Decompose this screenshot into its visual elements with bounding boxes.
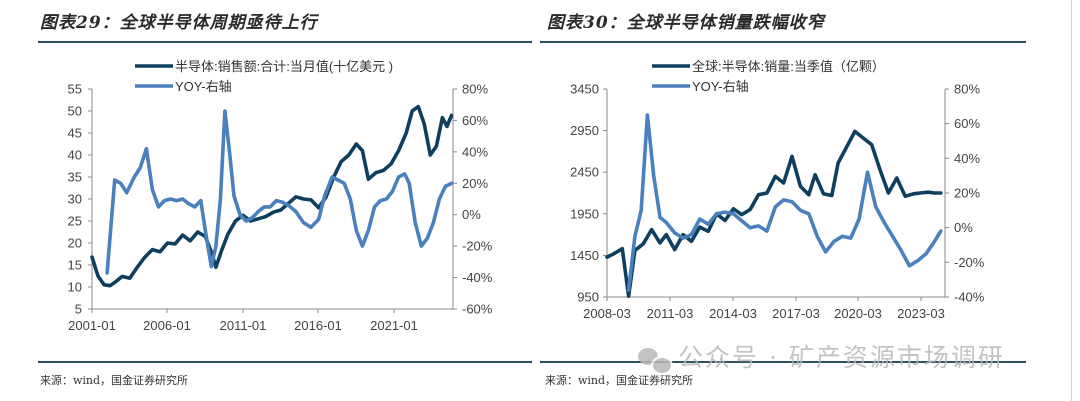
- y-left-tick-label: 3450: [570, 82, 599, 97]
- chart-right: 3450 2950 2450 1950 1450 950 80% 60% 40% 20% 0% -20…: [570, 59, 985, 321]
- x-tick-label: 2016-01: [294, 318, 342, 333]
- x-tick-label: 2023-03: [897, 306, 945, 321]
- y-right-tick-label: -40%: [462, 270, 493, 285]
- chart-title-left: 图表29：全球半导体周期亟待上行: [40, 13, 318, 33]
- page-edge: [1071, 0, 1072, 401]
- y-left-tick-label: 30: [68, 192, 82, 207]
- x-tick-label: 2008-03: [583, 306, 631, 321]
- y-right-tick-label: 80%: [462, 82, 488, 97]
- watermark-text: 公众号 · 矿产资源市场调研: [678, 343, 1005, 372]
- title-rule-right: [540, 41, 1026, 43]
- y-right-tick-label: -20%: [462, 239, 493, 254]
- chart-left: 55 50 45 40 35 30 25 20 15 10 5 80% 60% 40% 20% 0% -20% -…: [68, 59, 493, 333]
- y-right-tick-label: 40%: [462, 144, 488, 159]
- y-left-tick-label: 20: [68, 236, 82, 251]
- y-left-tick-label: 2950: [570, 123, 599, 138]
- y-left-tick-label: 1450: [570, 248, 599, 263]
- y-right-tick-label: -40%: [954, 290, 985, 305]
- x-tick-label: 2014-03: [709, 306, 757, 321]
- source-right: 来源：wind，国金证券研究所: [545, 374, 694, 387]
- y-left-tick-label: 2450: [570, 165, 599, 180]
- y-left-tick-label: 45: [68, 126, 82, 141]
- chart-title-right: 图表30：全球半导体销量跌幅收窄: [547, 13, 825, 33]
- x-tick-label: 2006-01: [143, 318, 191, 333]
- y-left-tick-label: 15: [68, 258, 82, 273]
- x-tick-label: 2001-01: [68, 318, 116, 333]
- y-right-tick-label: 60%: [954, 116, 980, 131]
- y-right-tick-label: 80%: [954, 82, 980, 97]
- y-left-tick-label: 10: [68, 280, 82, 295]
- legend-label: YOY-右轴: [692, 79, 749, 94]
- y-left-tick-label: 25: [68, 214, 82, 229]
- y-right-tick-label: 20%: [954, 186, 980, 201]
- y-right-tick-label: -20%: [954, 255, 985, 270]
- y-left-tick-label: 1950: [570, 206, 599, 221]
- x-tick-label: 2017-03: [772, 306, 820, 321]
- y-right-tick-label: 40%: [954, 151, 980, 166]
- legend-label: 半导体:销售额:合计:当月值(十亿美元 ): [175, 59, 393, 74]
- y-left-tick-label: 55: [68, 82, 82, 97]
- y-right-tick-label: 20%: [462, 176, 488, 191]
- series-line-value: [605, 129, 943, 299]
- y-right-tick-label: -60%: [462, 302, 493, 317]
- footer-rule-right: [540, 361, 1026, 363]
- y-right-tick-label: 60%: [462, 113, 488, 128]
- series-line-yoy: [105, 109, 454, 275]
- source-left: 来源：wind，国金证券研究所: [40, 374, 189, 387]
- y-right-tick-label: 0%: [462, 207, 481, 222]
- watermark: 公众号 · 矿产资源市场调研: [638, 338, 1005, 375]
- title-rule-left: [38, 41, 532, 43]
- y-right-tick-label: 0%: [954, 220, 973, 235]
- legend-label: YOY-右轴: [175, 79, 232, 94]
- y-left-tick-label: 35: [68, 170, 82, 185]
- y-left-tick-label: 40: [68, 148, 82, 163]
- x-tick-label: 2020-03: [834, 306, 882, 321]
- x-tick-label: 2011-03: [647, 306, 694, 321]
- series-line-value: [90, 104, 454, 288]
- y-left-tick-label: 50: [68, 104, 82, 119]
- y-left-tick-label: 5: [75, 302, 82, 317]
- x-tick-label: 2021-01: [370, 318, 418, 333]
- wechat-icon: [638, 346, 673, 375]
- legend-label: 全球:半导体:销量:当季值（亿颗）: [692, 59, 885, 74]
- x-tick-label: 2011-01: [220, 318, 267, 333]
- series-line-yoy: [626, 113, 943, 292]
- footer-rule-left: [38, 361, 532, 363]
- y-left-tick-label: 950: [577, 290, 599, 305]
